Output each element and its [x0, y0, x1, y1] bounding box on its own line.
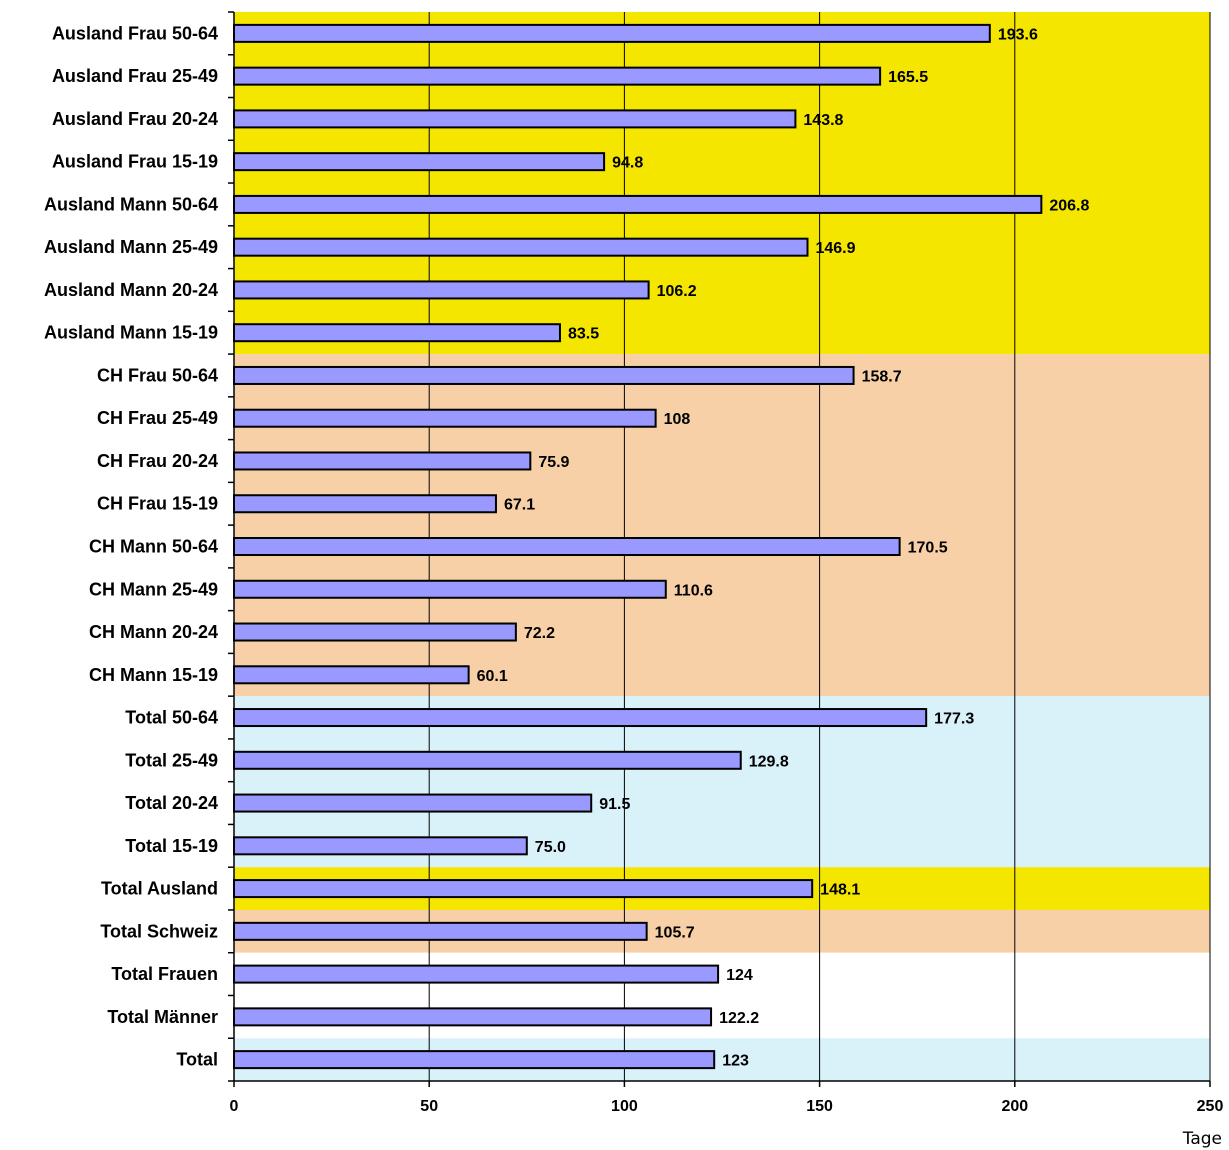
bar-13	[233, 579, 667, 599]
bar-23	[233, 1007, 713, 1027]
bar-22	[233, 964, 720, 984]
category-label-24: Total	[176, 1050, 218, 1070]
value-label-20: 148.1	[820, 882, 860, 899]
category-label-21: Total Schweiz	[100, 921, 218, 941]
x-tick-label-3: 150	[806, 1098, 833, 1115]
value-label-2: 143.8	[803, 112, 843, 129]
category-label-18: Total 20-24	[125, 793, 218, 813]
category-label-8: CH Frau 50-64	[97, 365, 218, 385]
category-label-3: Ausland Frau 15-19	[52, 152, 218, 172]
bar-0	[233, 23, 991, 43]
category-labels: Ausland Frau 50-64 Ausland Frau 25-49 Ausl…	[44, 23, 218, 1069]
category-label-17: Total 25-49	[125, 750, 218, 770]
value-label-11: 67.1	[504, 497, 535, 514]
category-label-5: Ausland Mann 25-49	[44, 237, 218, 257]
x-axis-label: Tage	[1182, 1129, 1222, 1149]
category-label-12: CH Mann 50-64	[89, 537, 218, 557]
value-label-9: 108	[664, 411, 691, 428]
bar-8	[233, 365, 855, 385]
category-label-1: Ausland Frau 25-49	[52, 66, 218, 86]
bar-12	[233, 537, 901, 556]
bar-5	[233, 237, 809, 257]
bar-7	[233, 323, 561, 343]
value-label-8: 158.7	[862, 368, 902, 385]
bar-11	[233, 494, 497, 514]
bar-3	[233, 152, 606, 172]
category-label-19: Total 15-19	[125, 836, 218, 856]
category-label-14: CH Mann 20-24	[89, 622, 218, 642]
category-label-7: Ausland Mann 15-19	[44, 323, 218, 343]
bar-24	[233, 1050, 716, 1070]
bar-14	[233, 622, 517, 642]
bar-17	[233, 750, 742, 770]
value-label-4: 206.8	[1049, 197, 1089, 214]
value-label-16: 177.3	[934, 711, 974, 728]
category-label-22: Total Frauen	[111, 964, 218, 984]
bar-4	[233, 194, 1043, 214]
bar-18	[233, 793, 593, 813]
bar-19	[233, 836, 528, 856]
x-tick-label-5: 250	[1197, 1098, 1224, 1115]
axes	[228, 11, 1211, 1087]
bar-16	[233, 708, 928, 728]
value-label-6: 106.2	[657, 283, 697, 300]
x-tick-label-4: 200	[1001, 1098, 1028, 1115]
value-label-3: 94.8	[612, 155, 643, 172]
category-label-0: Ausland Frau 50-64	[52, 23, 218, 43]
band-1	[234, 354, 1210, 697]
value-label-7: 83.5	[568, 326, 599, 343]
x-tick-label-2: 100	[611, 1098, 638, 1115]
category-label-20: Total Ausland	[101, 879, 218, 899]
category-label-6: Ausland Mann 20-24	[44, 280, 218, 300]
value-label-1: 165.5	[888, 69, 928, 86]
band-0	[234, 12, 1210, 355]
bar-6	[233, 280, 650, 300]
value-label-0: 193.6	[998, 26, 1038, 43]
x-tick-label-1: 50	[420, 1098, 438, 1115]
category-label-4: Ausland Mann 50-64	[44, 194, 218, 214]
value-label-13: 110.6	[674, 582, 713, 599]
bars	[233, 23, 1043, 1070]
category-label-10: CH Frau 20-24	[97, 451, 218, 471]
category-label-13: CH Mann 25-49	[89, 579, 218, 599]
value-label-21: 105.7	[655, 924, 695, 941]
value-label-14: 72.2	[524, 625, 555, 642]
bar-1	[233, 66, 882, 86]
value-labels: 193.6 165.5 143.8 94.8 206.8 146.9 106.2 83.5 15…	[477, 26, 1090, 1069]
category-label-16: Total 50-64	[125, 708, 218, 728]
category-label-9: CH Frau 25-49	[97, 408, 218, 428]
value-label-12: 170.5	[908, 540, 948, 557]
category-label-11: CH Frau 15-19	[97, 494, 218, 514]
bar-15	[233, 665, 470, 685]
value-label-24: 123	[722, 1053, 749, 1070]
value-label-18: 91.5	[599, 796, 630, 813]
value-label-10: 75.9	[538, 454, 569, 471]
bar-2	[233, 109, 797, 129]
bar-10	[233, 451, 532, 471]
value-label-22: 124	[726, 967, 753, 984]
category-label-23: Total Männer	[107, 1007, 218, 1027]
x-tick-labels: 0 50 100 150 200 250	[230, 1098, 1224, 1115]
bar-20	[233, 879, 814, 899]
value-label-23: 122.2	[719, 1010, 759, 1027]
bar-21	[233, 921, 648, 941]
bar-9	[233, 408, 657, 428]
value-label-19: 75.0	[535, 839, 566, 856]
value-label-17: 129.8	[749, 753, 789, 770]
category-label-15: CH Mann 15-19	[89, 665, 218, 685]
category-label-2: Ausland Frau 20-24	[52, 109, 218, 129]
x-tick-label-0: 0	[230, 1098, 239, 1115]
value-label-15: 60.1	[477, 668, 508, 685]
value-label-5: 146.9	[815, 240, 855, 257]
